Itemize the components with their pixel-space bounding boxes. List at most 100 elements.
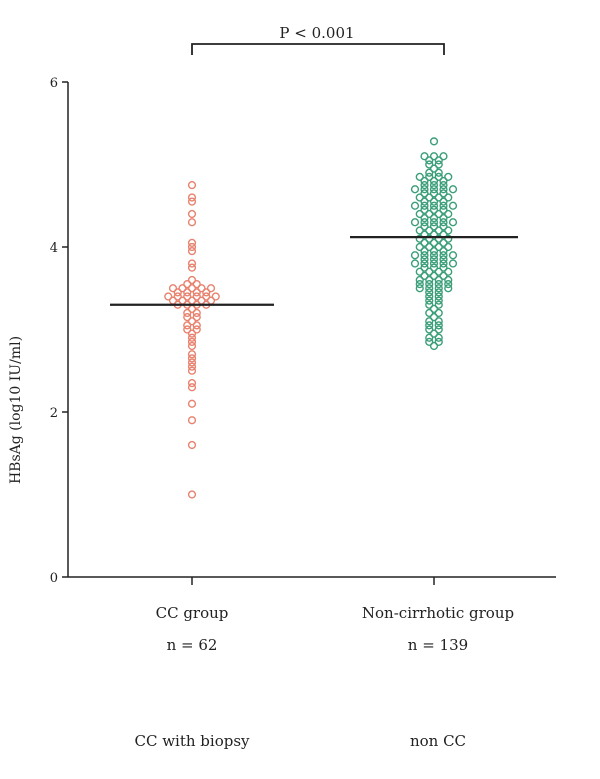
data-point bbox=[425, 333, 434, 342]
axes: 0 2 4 6 bbox=[50, 76, 556, 586]
data-point bbox=[448, 259, 458, 268]
data-point bbox=[202, 288, 211, 297]
data-point bbox=[434, 284, 443, 293]
data-point bbox=[415, 267, 424, 276]
data-point bbox=[415, 209, 424, 219]
data-point bbox=[434, 317, 443, 326]
data-point bbox=[173, 288, 182, 297]
data-point bbox=[187, 329, 197, 338]
data-point bbox=[211, 292, 220, 301]
data-point bbox=[448, 185, 458, 194]
data-point bbox=[439, 181, 448, 190]
group-footer-noncc: non CC bbox=[409, 732, 467, 750]
data-point bbox=[425, 337, 434, 346]
data-point bbox=[420, 214, 429, 223]
data-point bbox=[429, 251, 439, 260]
data-point bbox=[164, 292, 173, 301]
data-point bbox=[444, 267, 453, 276]
data-point bbox=[434, 321, 443, 330]
data-point bbox=[429, 238, 439, 247]
data-point bbox=[444, 275, 453, 285]
data-point bbox=[187, 275, 197, 285]
data-point bbox=[187, 218, 197, 227]
data-point bbox=[429, 259, 439, 268]
data-point bbox=[415, 193, 424, 202]
data-point bbox=[429, 271, 439, 280]
data-point bbox=[439, 152, 448, 161]
data-point bbox=[183, 325, 192, 334]
data-point bbox=[444, 242, 453, 252]
data-point bbox=[410, 259, 420, 268]
data-point bbox=[183, 321, 192, 330]
data-point bbox=[206, 284, 216, 293]
data-point bbox=[444, 226, 453, 235]
data-point bbox=[187, 416, 197, 425]
data-point bbox=[187, 247, 197, 256]
data-point bbox=[429, 222, 439, 231]
data-point bbox=[439, 197, 448, 206]
data-point bbox=[192, 280, 201, 289]
data-point bbox=[425, 288, 434, 297]
data-point bbox=[420, 152, 429, 161]
data-point bbox=[444, 209, 453, 219]
data-point bbox=[187, 379, 197, 388]
data-point bbox=[429, 247, 439, 256]
data-point bbox=[187, 238, 197, 247]
data-point bbox=[410, 218, 420, 227]
bracket-line bbox=[191, 43, 445, 55]
data-point bbox=[415, 280, 424, 289]
data-point bbox=[410, 201, 420, 210]
data-point bbox=[187, 362, 197, 371]
y-axis-label: HBsAg (log10 IU/ml) bbox=[8, 335, 24, 485]
data-point bbox=[192, 288, 201, 297]
data-point bbox=[425, 308, 434, 318]
data-point bbox=[429, 218, 439, 227]
data-point bbox=[425, 209, 434, 219]
data-point bbox=[434, 308, 443, 318]
data-point bbox=[439, 218, 448, 227]
data-point bbox=[192, 308, 201, 318]
significance-label: P < 0.001 bbox=[279, 24, 355, 42]
data-point bbox=[168, 284, 178, 293]
data-point bbox=[420, 201, 429, 210]
data-point bbox=[425, 325, 434, 334]
data-point bbox=[425, 234, 434, 243]
data-point bbox=[420, 247, 429, 256]
data-point bbox=[420, 222, 429, 231]
data-point bbox=[420, 251, 429, 260]
median-lines bbox=[110, 236, 518, 306]
data-point bbox=[425, 168, 434, 177]
data-point bbox=[187, 366, 197, 375]
data-point bbox=[420, 197, 429, 206]
data-point bbox=[434, 160, 443, 169]
data-point bbox=[425, 321, 434, 330]
data-point bbox=[444, 172, 453, 181]
data-point bbox=[439, 176, 448, 186]
data-point bbox=[420, 185, 429, 194]
data-point bbox=[429, 263, 439, 272]
data-point bbox=[192, 292, 201, 301]
data-point bbox=[434, 296, 443, 305]
data-point bbox=[439, 263, 448, 272]
data-point bbox=[429, 313, 439, 322]
group-footer-cc: CC with biopsy bbox=[134, 732, 250, 750]
data-point bbox=[187, 337, 197, 346]
data-point bbox=[187, 341, 197, 351]
group-label-noncc: Non-cirrhotic group bbox=[361, 604, 515, 622]
data-point bbox=[415, 275, 424, 285]
data-point bbox=[448, 218, 458, 227]
group-n-noncc: n = 139 bbox=[407, 636, 469, 654]
data-point bbox=[425, 300, 434, 309]
data-point bbox=[429, 164, 439, 173]
data-point bbox=[434, 280, 443, 289]
data-point bbox=[425, 160, 434, 169]
data-point bbox=[202, 292, 211, 301]
data-point bbox=[429, 185, 439, 194]
data-point bbox=[434, 267, 443, 276]
data-point bbox=[187, 242, 197, 252]
data-point bbox=[439, 255, 448, 264]
data-point bbox=[434, 275, 443, 285]
data-point bbox=[173, 292, 182, 301]
data-point bbox=[192, 313, 201, 322]
